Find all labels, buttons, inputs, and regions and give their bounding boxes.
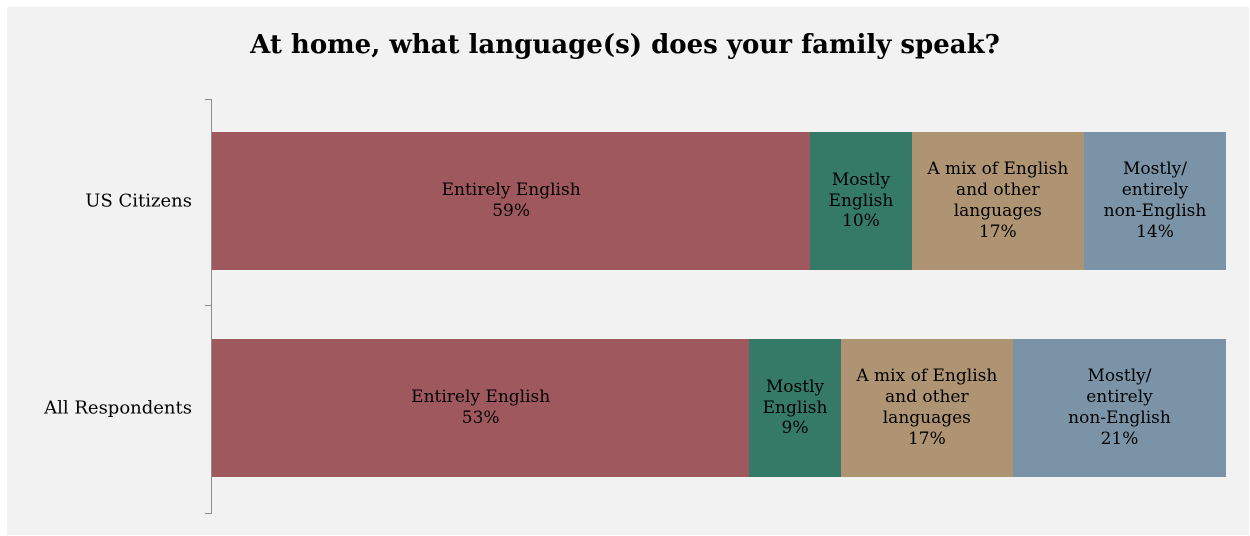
bar-segment-1-3: Mostly/ entirely non-English 21% [1013, 339, 1226, 477]
bar-segment-1-0: Entirely English 53% [212, 339, 750, 477]
bar-segment-0-2: A mix of English and other languages 17% [911, 132, 1085, 270]
category-axis-line [211, 99, 212, 514]
bar-segment-0-3: Mostly/ entirely non-English 14% [1084, 132, 1226, 270]
bar-segment-1-2: A mix of English and other languages 17% [840, 339, 1014, 477]
data-label-0-3: Mostly/ entirely non-English 14% [1103, 159, 1207, 242]
data-label-1-2: A mix of English and other languages 17% [856, 366, 998, 449]
data-label-1-1: Mostly English 9% [762, 376, 828, 439]
bar-row-0: Entirely English 59% Mostly English 10% A … [212, 132, 1226, 270]
data-label-0-2: A mix of English and other languages 17% [927, 159, 1069, 242]
axis-tick-0 [205, 99, 211, 100]
bar-segment-0-1: Mostly English 10% [810, 132, 912, 270]
bar-row-1: Entirely English 53% Mostly English 9% A m… [212, 339, 1226, 477]
bar-segment-1-1: Mostly English 9% [749, 339, 841, 477]
axis-tick-2 [205, 513, 211, 514]
data-label-1-0: Entirely English 53% [411, 387, 551, 428]
category-label-1: All Respondents [44, 397, 192, 419]
category-label-0: US Citizens [85, 190, 192, 212]
data-label-0-1: Mostly English 10% [828, 169, 894, 232]
axis-tick-1 [205, 305, 211, 306]
data-label-0-0: Entirely English 59% [441, 180, 581, 221]
data-label-1-3: Mostly/ entirely non-English 21% [1068, 366, 1171, 449]
bar-segment-0-0: Entirely English 59% [212, 132, 811, 270]
chart-title: At home, what language(s) does your fami… [250, 30, 1000, 60]
